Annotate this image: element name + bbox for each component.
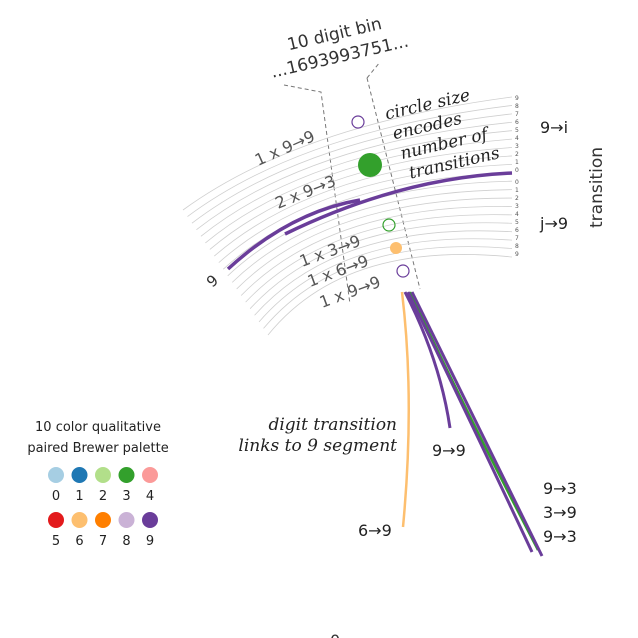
bin-bracket xyxy=(283,61,421,305)
incoming-tick-label: 2 xyxy=(515,195,519,202)
link-label-6-9: 6→9 xyxy=(358,521,392,540)
transition-circle-9-9-in[interactable] xyxy=(396,264,410,278)
segment-bottom-boundary xyxy=(226,198,361,271)
incoming-side-label: j→9 xyxy=(539,214,568,233)
incoming-tick-label: 8 xyxy=(515,243,519,250)
segment-track-line xyxy=(187,105,513,217)
palette-digit-4: 4 xyxy=(146,489,154,504)
segment-track-line xyxy=(263,246,513,329)
palette-digit-6: 6 xyxy=(75,534,83,549)
incoming-tick-label: 5 xyxy=(515,219,519,226)
palette-digit-9: 9 xyxy=(146,534,154,549)
segment-track-line xyxy=(267,254,513,336)
outgoing-tick-label: 7 xyxy=(515,111,519,118)
palette-digit-8: 8 xyxy=(122,534,130,549)
link-label-9-3-a: 9→3 xyxy=(543,479,577,498)
palette-title-line2: paired Brewer palette xyxy=(27,441,168,456)
palette-swatch-8 xyxy=(118,512,135,528)
outgoing-tick-label: 8 xyxy=(515,103,519,110)
outgoing-side-label: 9→i xyxy=(540,118,568,137)
palette-swatch-0 xyxy=(48,467,64,483)
segment-track-line xyxy=(245,214,513,303)
link-9-3-b[interactable] xyxy=(410,291,544,557)
transition-axis-label: transition xyxy=(587,147,607,228)
incoming-tick-label: 7 xyxy=(515,235,519,242)
links-note-line2: links to 9 segment xyxy=(238,436,397,456)
bottom-partial-glyph: 0 xyxy=(330,631,340,638)
segment-track-line xyxy=(231,189,513,283)
segment-track-line xyxy=(200,130,513,237)
palette-title-line1: 10 color qualitative xyxy=(35,420,161,435)
outgoing-tick-label: 2 xyxy=(515,151,519,158)
segment-tracks xyxy=(182,96,513,336)
outgoing-tick-label: 4 xyxy=(515,135,519,142)
palette-digit-5: 5 xyxy=(52,534,60,549)
palette-swatch-5 xyxy=(48,512,64,528)
segment-digit-label: 9 xyxy=(203,271,222,291)
segment-track-line xyxy=(258,238,513,323)
link-9-9[interactable] xyxy=(403,291,452,429)
outgoing-tick-label: 5 xyxy=(515,127,519,134)
palette-swatch-7 xyxy=(95,512,111,528)
link-label-9-3-b: 9→3 xyxy=(543,527,577,546)
segment-track-line xyxy=(249,222,513,309)
incoming-tick-label: 0 xyxy=(515,179,519,186)
palette-digit-7: 7 xyxy=(99,534,107,549)
incoming-tick-label: 9 xyxy=(515,251,519,258)
palette-digit-0: 0 xyxy=(52,489,60,504)
segment-track-line xyxy=(196,121,513,231)
palette-swatch-1 xyxy=(71,467,88,483)
segment-track-line xyxy=(214,155,513,257)
palette-swatches: 0 1 2 3 4 5 6 7 8 9 xyxy=(48,467,158,549)
palette-swatch-4 xyxy=(142,467,158,483)
incoming-tick-label: 3 xyxy=(515,203,519,210)
segment-track-line xyxy=(236,197,513,290)
link-6-9[interactable] xyxy=(400,291,410,528)
palette-swatch-3 xyxy=(118,467,135,483)
segment-top-boundary xyxy=(284,171,513,236)
segment-track-line xyxy=(227,180,513,277)
count-label-1: 1 x 9→9 xyxy=(252,126,318,169)
outgoing-tick-label: 6 xyxy=(515,119,519,126)
link-label-9-9: 9→9 xyxy=(432,441,466,460)
segment-track-line xyxy=(254,230,513,316)
transition-circle-9-3[interactable] xyxy=(358,153,382,177)
segment-track-line xyxy=(240,206,513,296)
palette-swatch-2 xyxy=(95,467,111,483)
segment-track-line xyxy=(205,138,513,244)
palette-digit-1: 1 xyxy=(75,489,83,504)
incoming-tick-label: 1 xyxy=(515,187,519,194)
transition-circle-6-9[interactable] xyxy=(390,242,402,254)
outgoing-tick-label: 9 xyxy=(515,95,519,102)
links-note-line1: digit transition xyxy=(268,415,397,435)
transition-circle-9-9-out[interactable] xyxy=(351,115,365,129)
link-label-3-9: 3→9 xyxy=(543,503,577,522)
palette-digit-3: 3 xyxy=(122,489,130,504)
segment-track-line xyxy=(191,113,513,224)
bin-label: 10 digit bin ...1693993751... xyxy=(269,14,410,83)
outgoing-tick-label: 0 xyxy=(515,167,519,174)
outgoing-tick-label: 1 xyxy=(515,159,519,166)
incoming-tick-label: 6 xyxy=(515,227,519,234)
transition-circle-3-9[interactable] xyxy=(382,218,396,232)
segment-track-line xyxy=(209,147,513,250)
palette-swatch-9 xyxy=(142,512,158,528)
incoming-tick-label: 4 xyxy=(515,211,519,218)
palette-legend: 10 color qualitative paired Brewer palet… xyxy=(27,420,168,549)
palette-digit-2: 2 xyxy=(99,489,107,504)
link-9-3-a[interactable] xyxy=(406,291,534,553)
segment-track-line xyxy=(182,96,513,211)
outgoing-tick-label: 3 xyxy=(515,143,519,150)
palette-swatch-6 xyxy=(71,512,88,528)
segment-track-line xyxy=(218,163,513,263)
